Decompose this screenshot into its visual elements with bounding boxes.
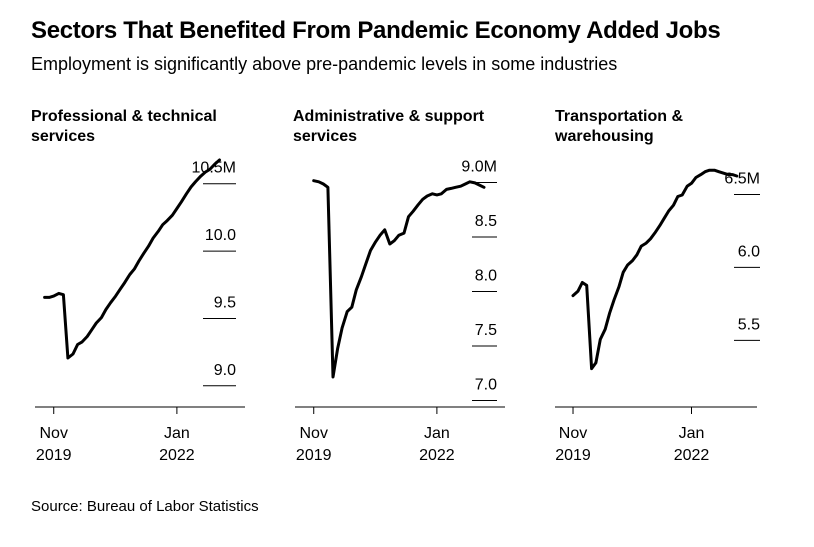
series-line-professional [43,158,221,360]
x-tick-label-year: 2019 [555,447,591,464]
panel-title-line: Professional & technical [31,108,217,125]
series-line-administrative [312,179,486,379]
x-tick-label-month: Nov [40,425,68,442]
x-tick-label-year: 2019 [296,447,332,464]
x-tick-label-year: 2022 [674,447,710,464]
y-tick-label-professional: 10.5M [192,160,236,177]
source-note: Source: Bureau of Labor Statistics [31,498,259,515]
panel-title-line: Transportation & [555,108,684,125]
x-tick-label-year: 2022 [419,447,455,464]
panel-title-line: Administrative & support [293,108,485,125]
x-tick-label-year: 2022 [159,447,195,464]
y-tick-label-administrative: 7.0 [475,377,497,394]
y-tick-label-administrative: 9.0M [461,158,497,175]
panel-title-line: warehousing [555,128,654,145]
y-tick-label-administrative: 8.0 [475,268,497,285]
y-tick-label-professional: 9.5 [214,294,236,311]
y-tick-label-administrative: 8.5 [475,213,497,230]
chart-title: Sectors That Benefited From Pandemic Eco… [31,17,721,44]
y-tick-label-transportation: 5.5 [738,316,760,333]
y-tick-label-professional: 9.0 [214,362,236,379]
panel-title-line: services [31,128,96,145]
y-tick-label-professional: 10.0 [205,227,236,244]
y-tick-label-transportation: 6.0 [738,243,760,260]
x-tick-label-month: Jan [679,425,705,442]
panel-title-transportation: Transportation & warehousing [555,107,785,147]
x-tick-label-month: Nov [300,425,328,442]
panel-title-administrative: Administrative & support services [293,107,523,147]
x-tick-label-month: Jan [164,425,190,442]
y-tick-label-transportation: 6.5M [724,171,760,188]
x-tick-label-year: 2019 [36,447,72,464]
y-tick-label-administrative: 7.5 [475,322,497,339]
x-tick-label-month: Jan [424,425,450,442]
chart-subtitle: Employment is significantly above pre-pa… [31,54,618,74]
series-line-transportation [571,168,739,371]
x-tick-label-month: Nov [559,425,587,442]
panel-title-line: services [293,128,358,145]
panel-title-professional: Professional & technical services [31,107,261,147]
